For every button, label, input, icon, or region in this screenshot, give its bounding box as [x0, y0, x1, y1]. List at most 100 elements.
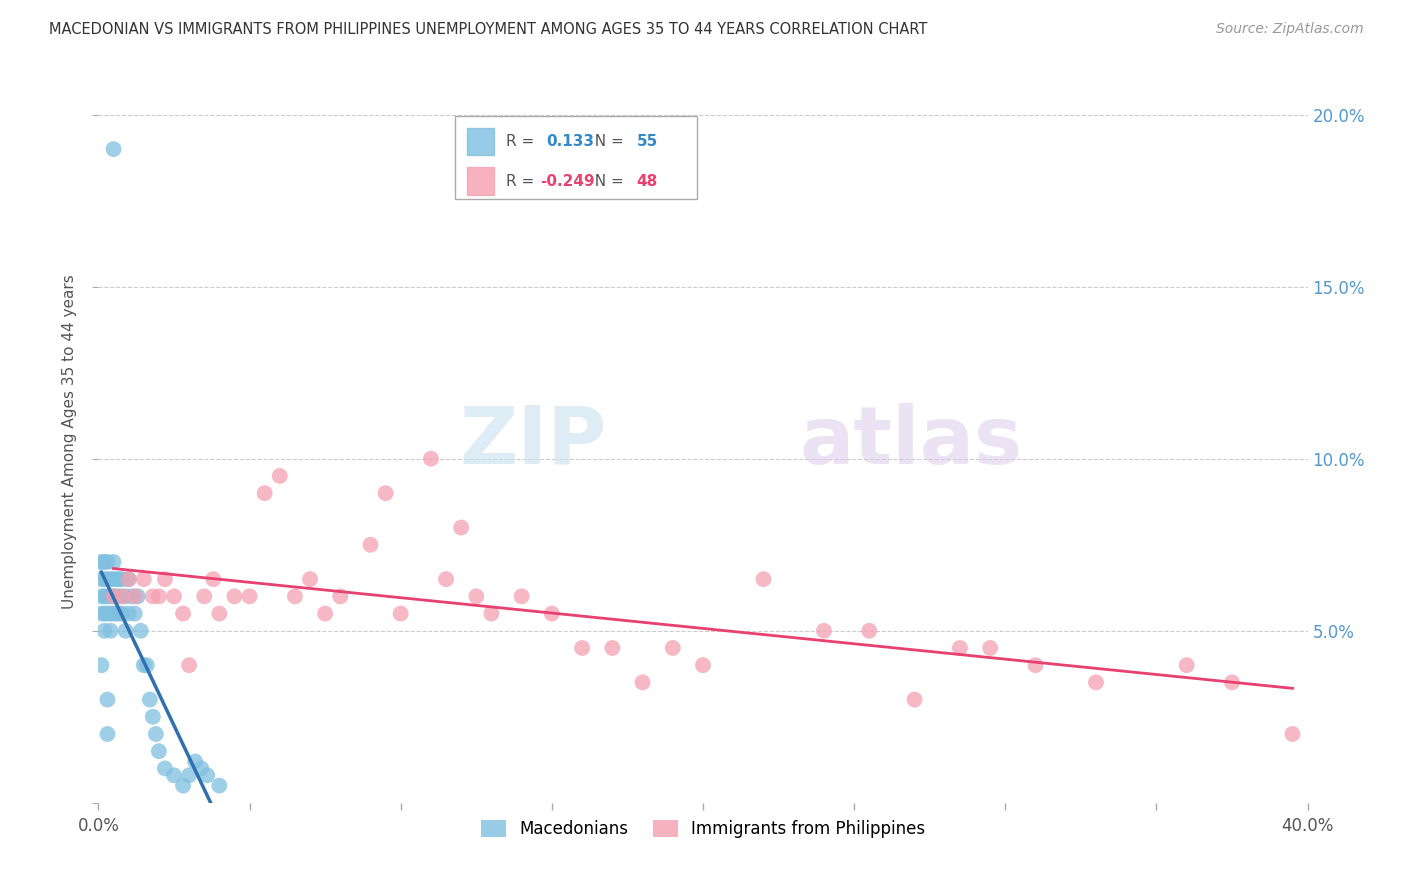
Point — [329, 590, 352, 604]
Point — [420, 451, 443, 466]
Point — [949, 640, 972, 655]
Bar — [467, 128, 494, 155]
Point — [239, 590, 262, 604]
Point — [105, 607, 128, 621]
Point — [253, 486, 276, 500]
Text: N =: N = — [585, 174, 628, 189]
Point — [103, 142, 125, 156]
Point — [208, 607, 231, 621]
Point — [132, 572, 155, 586]
Point — [90, 590, 112, 604]
Point — [132, 658, 155, 673]
Point — [100, 572, 122, 586]
Point — [163, 768, 186, 782]
Point — [374, 486, 396, 500]
Point — [118, 572, 141, 586]
Point — [90, 572, 112, 586]
Point — [93, 572, 115, 586]
Point — [93, 624, 115, 638]
Text: 48: 48 — [637, 174, 658, 189]
Point — [135, 658, 157, 673]
Point — [90, 607, 112, 621]
Point — [1085, 675, 1108, 690]
Legend: Macedonians, Immigrants from Philippines: Macedonians, Immigrants from Philippines — [474, 814, 932, 845]
Point — [90, 658, 112, 673]
Point — [96, 727, 118, 741]
Point — [148, 744, 170, 758]
Point — [179, 768, 201, 782]
Point — [124, 590, 146, 604]
Bar — [467, 168, 494, 195]
Point — [692, 658, 714, 673]
Point — [299, 572, 322, 586]
Point — [904, 692, 927, 706]
Point — [1281, 727, 1303, 741]
Point — [96, 692, 118, 706]
Point — [389, 607, 412, 621]
Point — [224, 590, 246, 604]
Point — [145, 727, 167, 741]
Point — [118, 572, 141, 586]
Bar — [456, 117, 697, 200]
Point — [96, 590, 118, 604]
Point — [114, 624, 136, 638]
Point — [103, 607, 125, 621]
Point — [103, 555, 125, 569]
Point — [195, 768, 218, 782]
Point — [1220, 675, 1243, 690]
Point — [434, 572, 457, 586]
Point — [139, 692, 162, 706]
Point — [124, 607, 146, 621]
Point — [114, 590, 136, 604]
Text: 55: 55 — [637, 134, 658, 149]
Point — [103, 590, 125, 604]
Point — [450, 520, 472, 534]
Text: ZIP: ZIP — [458, 402, 606, 481]
Point — [111, 590, 134, 604]
Text: 0.133: 0.133 — [546, 134, 593, 149]
Point — [163, 590, 186, 604]
Point — [103, 572, 125, 586]
Point — [1175, 658, 1198, 673]
Y-axis label: Unemployment Among Ages 35 to 44 years: Unemployment Among Ages 35 to 44 years — [62, 274, 77, 609]
Point — [190, 761, 212, 775]
Point — [108, 607, 131, 621]
Point — [142, 590, 165, 604]
Point — [93, 555, 115, 569]
Point — [111, 572, 134, 586]
Point — [96, 572, 118, 586]
Point — [153, 761, 176, 775]
Point — [752, 572, 775, 586]
Point — [172, 607, 194, 621]
Point — [96, 607, 118, 621]
Point — [314, 607, 336, 621]
Text: Source: ZipAtlas.com: Source: ZipAtlas.com — [1216, 22, 1364, 37]
Point — [100, 590, 122, 604]
Point — [129, 624, 152, 638]
Point — [481, 607, 503, 621]
Point — [179, 658, 201, 673]
Point — [465, 590, 488, 604]
Point — [1024, 658, 1046, 673]
Point — [208, 779, 231, 793]
Point — [103, 590, 125, 604]
Point — [602, 640, 624, 655]
Point — [100, 624, 122, 638]
Point — [202, 572, 225, 586]
Text: atlas: atlas — [800, 402, 1022, 481]
Point — [510, 590, 533, 604]
Point — [153, 572, 176, 586]
Point — [93, 607, 115, 621]
Point — [100, 607, 122, 621]
Point — [858, 624, 880, 638]
Text: R =: R = — [506, 134, 538, 149]
Text: N =: N = — [585, 134, 628, 149]
Point — [105, 590, 128, 604]
Point — [193, 590, 215, 604]
Point — [661, 640, 683, 655]
Point — [540, 607, 562, 621]
Point — [813, 624, 835, 638]
Point — [108, 572, 131, 586]
Point — [148, 590, 170, 604]
Point — [631, 675, 654, 690]
